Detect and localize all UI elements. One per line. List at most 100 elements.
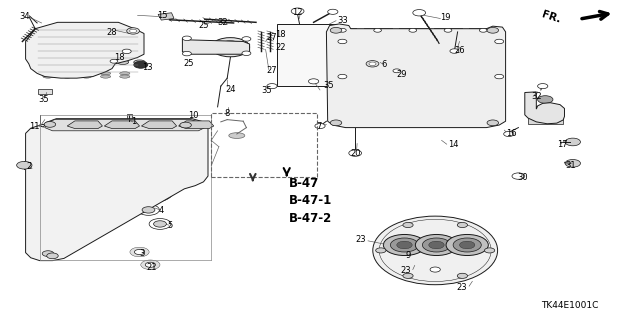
Circle shape bbox=[495, 39, 504, 44]
Ellipse shape bbox=[86, 140, 99, 144]
Text: 22: 22 bbox=[275, 43, 285, 52]
Text: B-47: B-47 bbox=[289, 177, 319, 190]
Ellipse shape bbox=[118, 44, 132, 53]
Ellipse shape bbox=[51, 46, 58, 51]
Ellipse shape bbox=[182, 140, 195, 144]
Ellipse shape bbox=[417, 63, 443, 71]
Circle shape bbox=[397, 241, 412, 249]
Text: 21: 21 bbox=[146, 263, 156, 272]
Polygon shape bbox=[67, 121, 102, 129]
Text: B-47-1: B-47-1 bbox=[289, 195, 333, 207]
Text: 28: 28 bbox=[106, 28, 117, 37]
Polygon shape bbox=[326, 24, 506, 128]
Polygon shape bbox=[141, 121, 177, 129]
Text: 16: 16 bbox=[506, 129, 516, 138]
Circle shape bbox=[145, 262, 156, 267]
Circle shape bbox=[460, 241, 475, 249]
Circle shape bbox=[422, 33, 442, 43]
Text: 18: 18 bbox=[114, 53, 125, 62]
Circle shape bbox=[142, 207, 155, 213]
Ellipse shape bbox=[150, 140, 163, 144]
Ellipse shape bbox=[127, 160, 148, 168]
Text: 35: 35 bbox=[323, 81, 334, 90]
Ellipse shape bbox=[98, 130, 108, 133]
Text: 7: 7 bbox=[317, 122, 322, 131]
Circle shape bbox=[415, 234, 458, 256]
Ellipse shape bbox=[287, 41, 304, 46]
Circle shape bbox=[484, 248, 495, 253]
Circle shape bbox=[565, 138, 580, 146]
Ellipse shape bbox=[338, 63, 364, 71]
Text: 32: 32 bbox=[218, 18, 228, 27]
Ellipse shape bbox=[97, 170, 133, 193]
Ellipse shape bbox=[287, 31, 305, 36]
Bar bbox=[434, 28, 462, 33]
Ellipse shape bbox=[63, 160, 85, 168]
Circle shape bbox=[141, 260, 160, 270]
Ellipse shape bbox=[81, 72, 92, 75]
Ellipse shape bbox=[63, 60, 75, 64]
Circle shape bbox=[338, 39, 347, 44]
Ellipse shape bbox=[456, 108, 476, 116]
Text: 35: 35 bbox=[38, 95, 49, 104]
Ellipse shape bbox=[378, 63, 403, 71]
Circle shape bbox=[127, 28, 140, 34]
Ellipse shape bbox=[340, 108, 361, 116]
Ellipse shape bbox=[417, 47, 443, 55]
Ellipse shape bbox=[62, 72, 72, 75]
Ellipse shape bbox=[462, 49, 477, 54]
Circle shape bbox=[315, 123, 325, 129]
Bar bbox=[399, 28, 427, 33]
Ellipse shape bbox=[383, 64, 399, 70]
Ellipse shape bbox=[67, 162, 80, 167]
Polygon shape bbox=[45, 120, 205, 131]
Polygon shape bbox=[158, 13, 174, 20]
Circle shape bbox=[242, 37, 251, 41]
Ellipse shape bbox=[66, 130, 76, 133]
Ellipse shape bbox=[338, 47, 364, 55]
Circle shape bbox=[428, 36, 436, 41]
Text: 31: 31 bbox=[565, 161, 576, 170]
Text: TK44E1001C: TK44E1001C bbox=[541, 301, 598, 310]
Text: 1: 1 bbox=[131, 117, 136, 126]
Ellipse shape bbox=[99, 60, 111, 64]
Ellipse shape bbox=[99, 162, 112, 167]
Circle shape bbox=[391, 36, 400, 41]
Bar bbox=[528, 116, 563, 124]
Ellipse shape bbox=[47, 44, 61, 53]
Circle shape bbox=[353, 36, 362, 41]
Ellipse shape bbox=[56, 160, 92, 183]
Circle shape bbox=[458, 273, 468, 278]
Text: 26: 26 bbox=[454, 46, 465, 55]
Bar bbox=[211, 113, 317, 177]
Ellipse shape bbox=[336, 74, 374, 98]
Ellipse shape bbox=[378, 47, 403, 55]
Ellipse shape bbox=[457, 47, 483, 55]
Text: 13: 13 bbox=[142, 63, 153, 72]
Text: 20: 20 bbox=[350, 149, 360, 158]
Ellipse shape bbox=[117, 60, 129, 64]
Circle shape bbox=[110, 59, 118, 63]
Circle shape bbox=[386, 33, 405, 43]
Ellipse shape bbox=[462, 64, 477, 70]
Text: 23: 23 bbox=[400, 266, 411, 275]
Ellipse shape bbox=[189, 128, 207, 135]
Circle shape bbox=[330, 120, 342, 126]
Circle shape bbox=[487, 27, 499, 33]
Circle shape bbox=[180, 122, 191, 128]
Ellipse shape bbox=[61, 128, 79, 135]
Text: 34: 34 bbox=[19, 12, 29, 21]
Polygon shape bbox=[104, 121, 140, 129]
Circle shape bbox=[409, 28, 417, 32]
Circle shape bbox=[458, 222, 468, 227]
Ellipse shape bbox=[93, 128, 111, 135]
Ellipse shape bbox=[86, 46, 93, 51]
Ellipse shape bbox=[373, 216, 498, 285]
Ellipse shape bbox=[157, 128, 175, 135]
Text: B-47-2: B-47-2 bbox=[289, 212, 333, 225]
Ellipse shape bbox=[129, 130, 140, 133]
Text: 8: 8 bbox=[225, 109, 230, 118]
Text: 24: 24 bbox=[225, 85, 236, 94]
Circle shape bbox=[538, 96, 553, 103]
Ellipse shape bbox=[383, 49, 399, 54]
